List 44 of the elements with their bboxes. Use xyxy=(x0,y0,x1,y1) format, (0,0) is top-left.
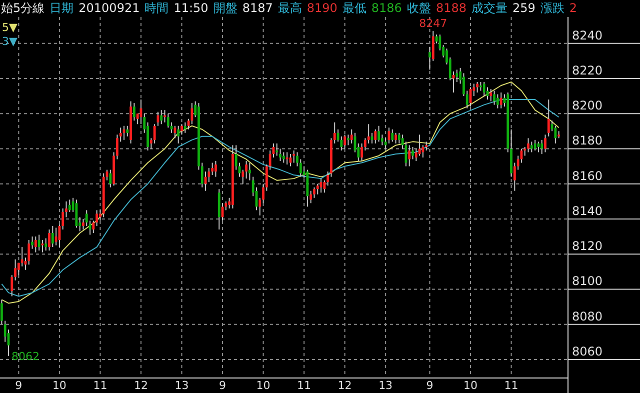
text: 漲跌 xyxy=(540,1,564,15)
y-tick-label: 8240 xyxy=(572,28,603,42)
chart-title: 始5分線 xyxy=(1,1,45,15)
y-tick-label: 8100 xyxy=(572,274,603,288)
y-tick-label: 8080 xyxy=(572,309,603,324)
text: 2 xyxy=(569,1,578,15)
x-tick-label: 11 xyxy=(93,379,108,392)
y-tick-label: 8200 xyxy=(572,98,603,113)
text: 5▼ xyxy=(2,21,18,34)
y-tick-label: 8220 xyxy=(572,63,603,78)
text: 最低 xyxy=(342,1,366,15)
x-tick-label: 9 xyxy=(15,379,22,392)
x-tick-label: 10 xyxy=(52,379,66,392)
x-tick-label: 12 xyxy=(338,379,352,392)
text: 收盤 xyxy=(406,1,431,15)
text: 8190 xyxy=(306,1,338,15)
text: 最高 xyxy=(278,1,302,15)
text: 8186 xyxy=(371,1,402,15)
x-tick-label: 11 xyxy=(504,379,518,392)
text: 日期 xyxy=(50,1,74,15)
y-tick-label: 8120 xyxy=(572,239,603,254)
x-tick-label: 10 xyxy=(256,379,270,392)
text: 成交量 xyxy=(472,1,508,15)
text: 8187 xyxy=(242,1,273,15)
text: 11:50 xyxy=(174,1,208,15)
text: 時間 xyxy=(144,1,169,15)
x-tick-label: 10 xyxy=(464,379,478,392)
y-tick-label: 8140 xyxy=(572,204,603,218)
text: 開盤 xyxy=(213,1,238,15)
x-tick-label: 12 xyxy=(134,379,148,392)
x-tick-label: 13 xyxy=(174,379,189,392)
y-tick-label: 8060 xyxy=(572,344,603,358)
text: 3▼ xyxy=(2,35,18,48)
x-tick-label: 11 xyxy=(297,379,312,392)
annotation: 8247 xyxy=(419,17,448,30)
x-tick-label: 9 xyxy=(426,379,434,392)
annotation: 8062 xyxy=(11,350,40,363)
y-tick-label: 8160 xyxy=(572,168,603,183)
text: 8188 xyxy=(436,1,466,15)
x-tick-label: 13 xyxy=(378,379,393,392)
text: 259 xyxy=(512,1,536,15)
text: 20100921 xyxy=(78,1,140,15)
y-tick-label: 8180 xyxy=(572,134,603,148)
x-tick-label: 9 xyxy=(219,379,226,392)
